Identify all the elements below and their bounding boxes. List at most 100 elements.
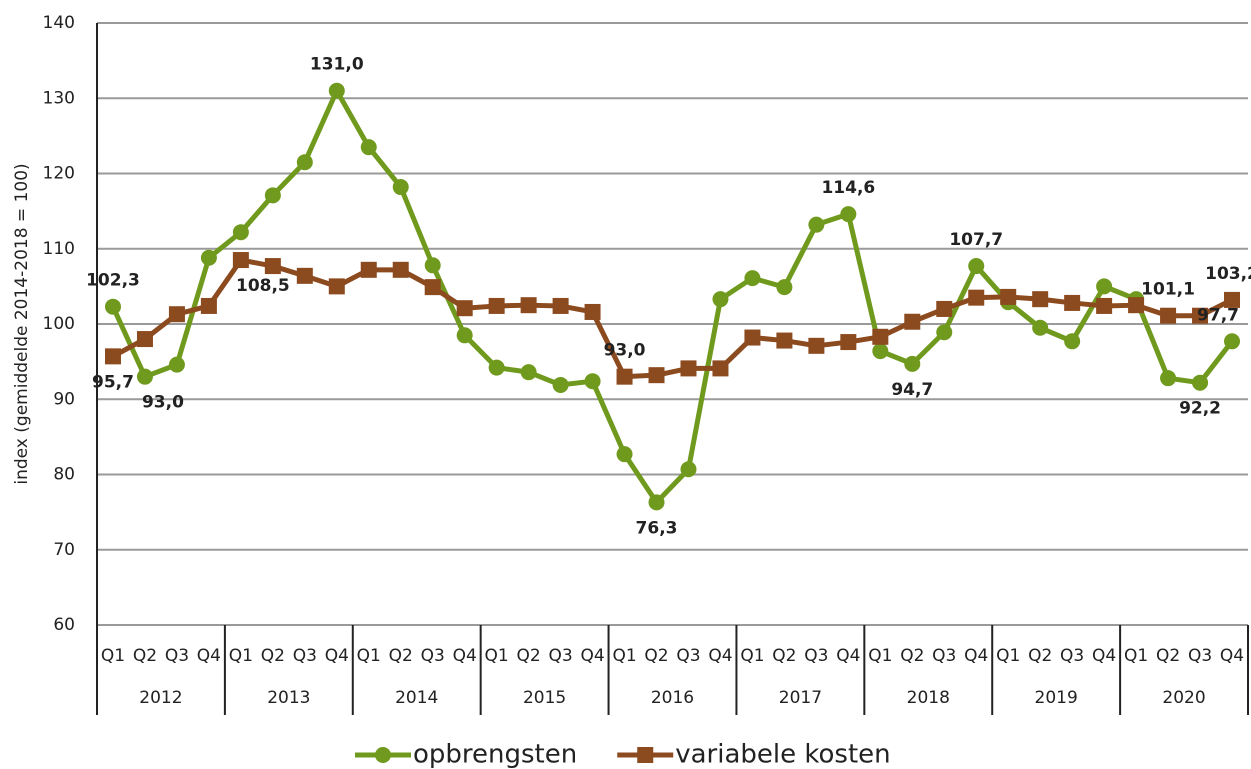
x-tick-label: Q4 — [708, 646, 732, 666]
marker — [680, 461, 697, 478]
marker — [104, 298, 121, 315]
group-label: 2016 — [651, 688, 694, 708]
x-tick-label: Q3 — [1188, 646, 1212, 666]
x-tick-label: Q3 — [932, 646, 956, 666]
marker — [840, 334, 857, 351]
x-tick-label: Q2 — [517, 646, 541, 666]
marker — [648, 494, 665, 511]
marker — [872, 343, 889, 360]
marker — [456, 327, 473, 344]
marker — [744, 329, 761, 346]
data-label: 114,6 — [821, 178, 875, 198]
marker — [392, 179, 409, 196]
group-label: 2019 — [1035, 688, 1078, 708]
marker — [232, 224, 249, 241]
x-tick-label: Q2 — [772, 646, 796, 666]
marker — [616, 446, 633, 463]
group-label: 2020 — [1162, 688, 1205, 708]
marker — [104, 348, 121, 365]
x-tick-label: Q1 — [229, 646, 253, 666]
marker — [1160, 307, 1177, 324]
legend-label: variabele kosten — [675, 740, 890, 769]
data-label: 131,0 — [310, 55, 364, 75]
x-tick-label: Q3 — [1060, 646, 1084, 666]
marker — [520, 364, 537, 381]
y-tick-label: 110 — [43, 239, 75, 259]
y-tick-label: 80 — [53, 465, 75, 485]
y-tick-label: 130 — [43, 88, 75, 108]
data-label: 101,1 — [1141, 280, 1195, 300]
marker — [360, 139, 377, 156]
data-label: 107,7 — [949, 230, 1003, 250]
data-label: 102,3 — [86, 271, 140, 291]
x-tick-label: Q2 — [1156, 646, 1180, 666]
marker — [872, 328, 889, 345]
marker — [1224, 333, 1241, 350]
marker — [552, 297, 569, 314]
marker — [840, 206, 857, 223]
marker — [1032, 319, 1049, 336]
x-tick-label: Q4 — [453, 646, 477, 666]
x-tick-label: Q4 — [836, 646, 860, 666]
data-label: 94,7 — [891, 380, 933, 400]
data-label: 108,5 — [236, 276, 290, 296]
marker — [168, 356, 185, 373]
x-tick-label: Q3 — [421, 646, 445, 666]
x-tick-label: Q3 — [293, 646, 317, 666]
x-tick-label: Q2 — [261, 646, 285, 666]
y-tick-label: 60 — [53, 615, 75, 635]
y-tick-label: 90 — [53, 389, 75, 409]
x-tick-label: Q4 — [964, 646, 988, 666]
legend-label: opbrengsten — [413, 740, 577, 769]
marker — [488, 359, 505, 376]
marker — [744, 270, 761, 287]
y-tick-label: 140 — [43, 13, 75, 33]
y-tick-label: 100 — [43, 314, 75, 334]
data-label: 92,2 — [1179, 399, 1221, 419]
x-tick-label: Q4 — [1092, 646, 1116, 666]
legend-marker — [637, 747, 654, 763]
x-tick-label: Q1 — [357, 646, 381, 666]
marker — [968, 258, 985, 275]
data-label: 93,0 — [142, 393, 184, 413]
marker — [1032, 291, 1049, 308]
x-tick-label: Q1 — [1124, 646, 1148, 666]
marker — [296, 154, 313, 171]
marker — [648, 367, 665, 384]
marker — [1192, 307, 1209, 324]
marker — [808, 337, 825, 354]
marker — [232, 252, 249, 269]
group-label: 2012 — [139, 688, 182, 708]
x-tick-label: Q1 — [612, 646, 636, 666]
data-label: 93,0 — [604, 341, 646, 361]
x-tick-label: Q2 — [133, 646, 157, 666]
marker — [392, 261, 409, 278]
marker — [1064, 294, 1081, 311]
marker — [680, 360, 697, 377]
marker — [168, 306, 185, 323]
marker — [200, 249, 217, 266]
data-label: 103,2 — [1205, 264, 1251, 284]
x-tick-label: Q1 — [996, 646, 1020, 666]
marker — [328, 278, 345, 295]
marker — [616, 368, 633, 385]
data-label: 95,7 — [92, 372, 134, 392]
marker — [1096, 278, 1113, 295]
marker — [424, 257, 441, 274]
marker — [488, 297, 505, 314]
data-label: 97,7 — [1197, 305, 1239, 325]
marker — [552, 376, 569, 393]
group-label: 2015 — [523, 688, 566, 708]
marker — [808, 216, 825, 233]
marker — [264, 187, 281, 204]
marker — [776, 332, 793, 349]
marker — [456, 300, 473, 317]
marker — [1096, 297, 1113, 314]
marker — [1224, 291, 1241, 308]
x-tick-label: Q4 — [580, 646, 604, 666]
marker — [424, 279, 441, 296]
x-tick-label: Q1 — [740, 646, 764, 666]
x-tick-label: Q1 — [868, 646, 892, 666]
y-tick-label: 120 — [43, 164, 75, 184]
